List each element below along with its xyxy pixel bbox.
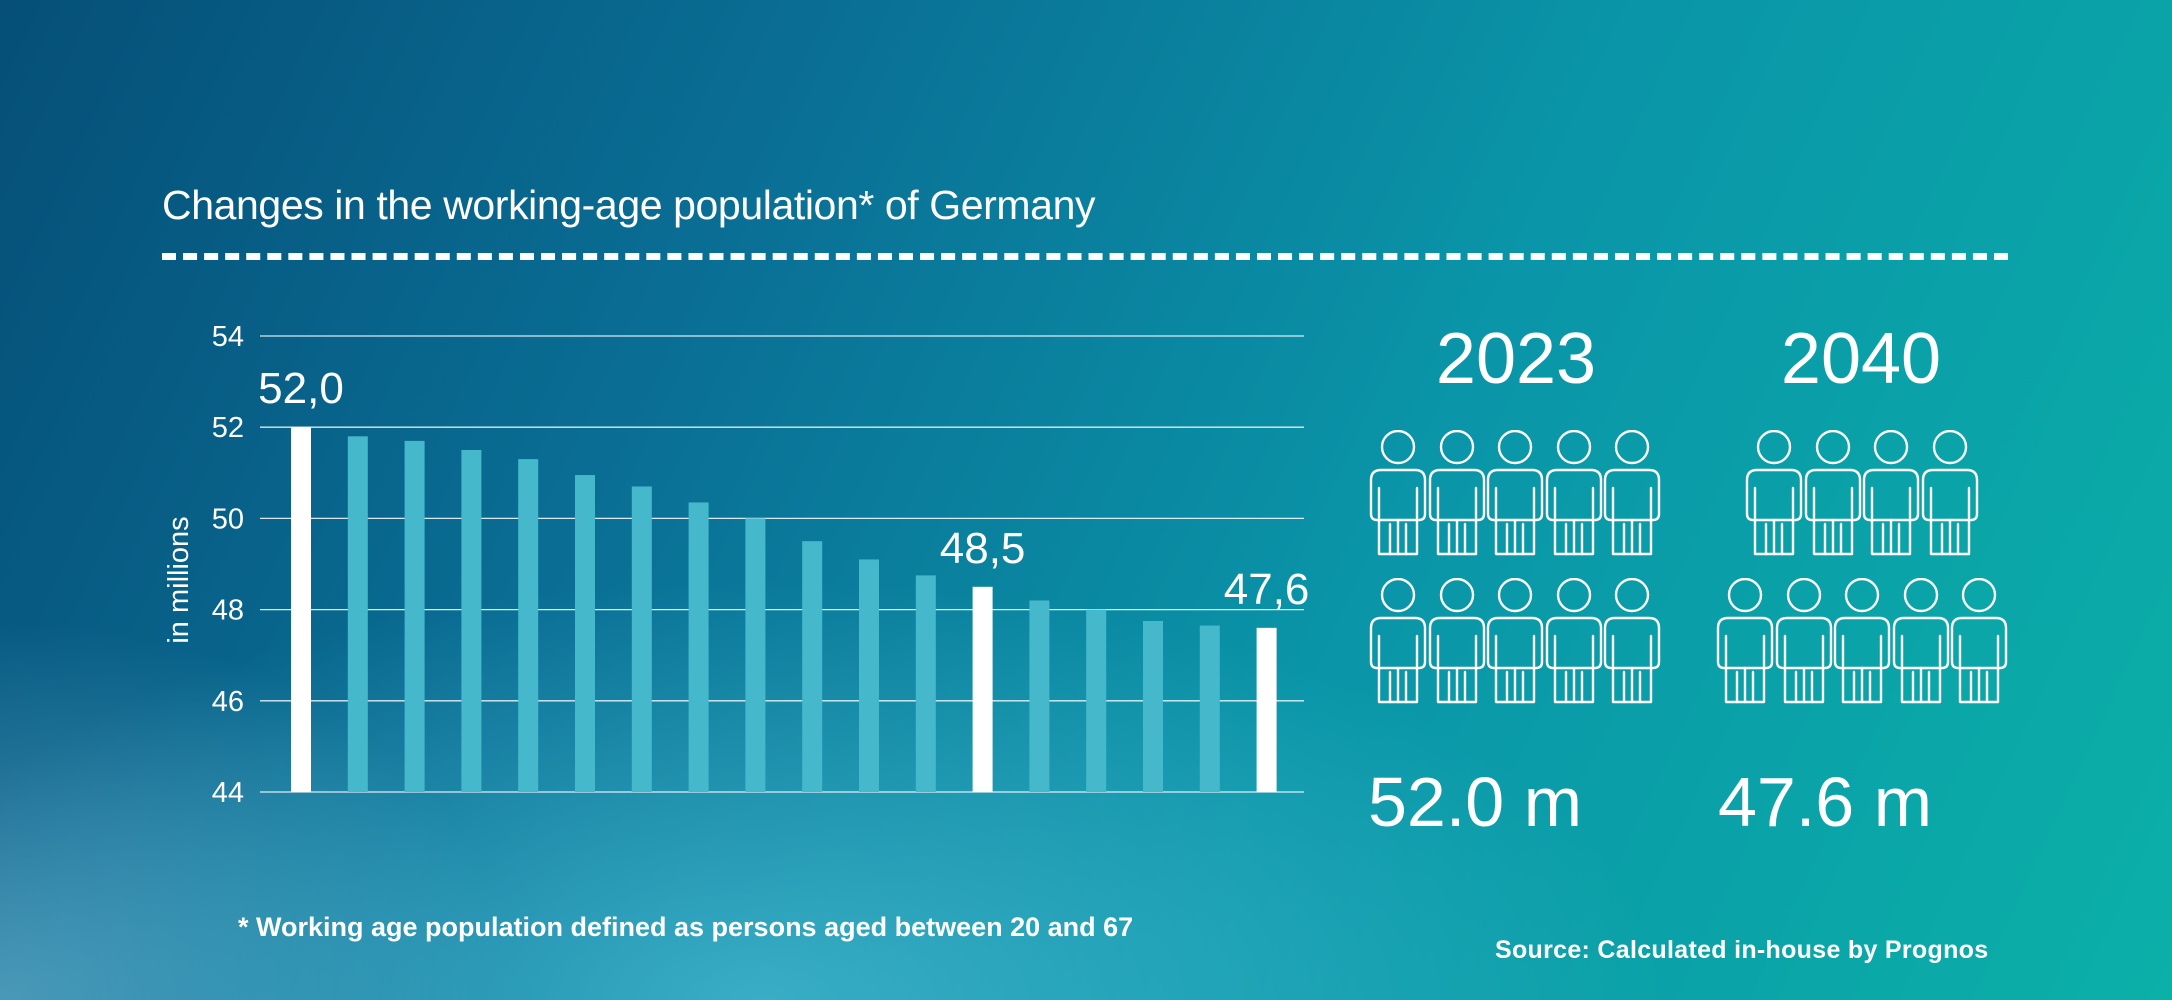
person-icon [1714, 577, 1776, 704]
data-label: 48,5 [940, 524, 1026, 573]
y-tick-label: 50 [212, 503, 244, 535]
person-icon [1484, 429, 1546, 556]
value-2040: 47.6 m [1718, 763, 1932, 841]
y-tick-label: 46 [212, 686, 244, 718]
bar [802, 541, 823, 792]
bar [688, 502, 709, 792]
bar [1029, 600, 1050, 792]
y-tick-label: 54 [212, 321, 244, 353]
person-icon [1601, 577, 1663, 704]
bar [1199, 625, 1220, 792]
bar [461, 450, 482, 792]
person-icon [1426, 429, 1488, 556]
bar-chart: 44 46 48 50 52 54 52,0 48,5 47,6 in millions [163, 321, 1309, 809]
person-icon [1890, 577, 1952, 704]
bar [631, 486, 652, 792]
bar [745, 518, 766, 792]
dashed-divider [162, 253, 2008, 260]
person-icon [1948, 577, 2010, 704]
bar [915, 575, 936, 792]
chart-title: Changes in the working-age population* o… [162, 182, 1096, 228]
bar [1086, 609, 1107, 792]
bar [518, 459, 539, 792]
person-icon [1367, 429, 1429, 556]
bar-highlighted [1256, 627, 1277, 792]
bar [1143, 621, 1163, 792]
person-icon [1802, 429, 1864, 556]
y-tick-label: 44 [212, 777, 244, 809]
people-group-2040 [1712, 429, 2012, 710]
data-label: 52,0 [258, 364, 344, 413]
person-icon [1919, 429, 1981, 556]
bar [404, 440, 425, 792]
bar [859, 559, 879, 792]
chart-data-labels: 52,0 48,5 47,6 [258, 364, 1309, 614]
person-icon [1543, 429, 1605, 556]
source-note: Source: Calculated in-house by Prognos [1495, 936, 1989, 964]
person-icon [1743, 429, 1805, 556]
y-tick-label: 52 [212, 412, 244, 444]
person-icon [1484, 577, 1546, 704]
person-icon [1860, 429, 1922, 556]
person-icon [1773, 577, 1835, 704]
bar [347, 436, 368, 792]
year-label-2040: 2040 [1780, 319, 1942, 399]
y-tick-label: 48 [212, 595, 244, 627]
y-axis-ticks: 44 46 48 50 52 54 [212, 321, 244, 809]
chart-bars [291, 427, 1277, 792]
value-2023: 52.0 m [1368, 763, 1582, 841]
bar-highlighted [972, 586, 993, 792]
data-label: 47,6 [1224, 565, 1310, 614]
footnote: * Working age population defined as pers… [238, 912, 1134, 942]
person-icon [1367, 577, 1429, 704]
bar-highlighted [291, 427, 311, 792]
year-label-2023: 2023 [1435, 319, 1597, 399]
people-group-2023 [1365, 429, 1665, 710]
person-icon [1601, 429, 1663, 556]
y-axis-label: in millions [163, 516, 195, 643]
bar [575, 475, 595, 792]
person-icon [1543, 577, 1605, 704]
person-icon [1426, 577, 1488, 704]
chart-gridlines [260, 335, 1304, 793]
person-icon [1831, 577, 1893, 704]
